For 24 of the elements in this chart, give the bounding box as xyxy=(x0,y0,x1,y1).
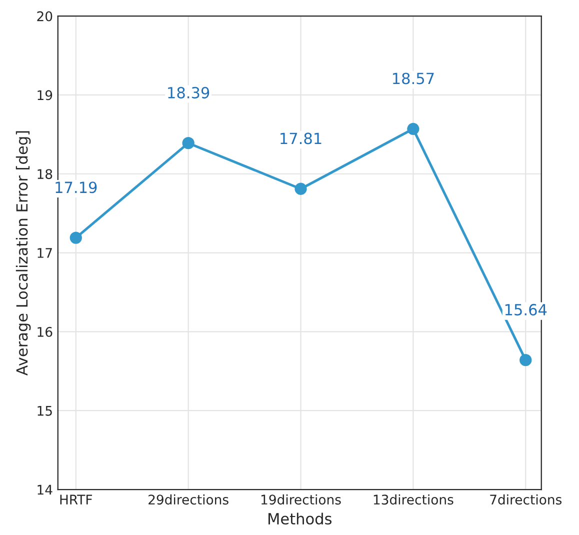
data-label: 15.64 xyxy=(505,304,547,316)
x-tick-label: 19directions xyxy=(261,494,341,505)
x-tick-label: 29directions xyxy=(148,494,228,505)
x-tick-label: HRTF xyxy=(60,494,92,504)
y-tick-label: 16 xyxy=(38,326,52,337)
x-tick-label: 7directions xyxy=(490,494,562,505)
data-label: 17.81 xyxy=(280,132,322,144)
data-label: 17.19 xyxy=(56,182,97,194)
data-label: 18.39 xyxy=(168,86,210,98)
point xyxy=(70,232,82,244)
y-tick-label: 20 xyxy=(37,11,52,22)
y-tick-label: 19 xyxy=(38,90,52,100)
y-axis-title: Average Localization Error [deg] xyxy=(16,131,31,376)
point xyxy=(520,354,532,366)
y-tick-label: 14 xyxy=(38,484,52,495)
point xyxy=(182,137,194,150)
data-label: 18.57 xyxy=(393,72,434,84)
x-axis-title: Methods xyxy=(268,512,332,525)
y-tick-label: 17 xyxy=(38,248,52,258)
y-tick-label: 15 xyxy=(38,406,52,416)
point xyxy=(407,122,420,135)
y-tick-label: 18 xyxy=(38,169,52,180)
point xyxy=(294,182,307,195)
x-tick-label: 13directions xyxy=(374,494,454,505)
